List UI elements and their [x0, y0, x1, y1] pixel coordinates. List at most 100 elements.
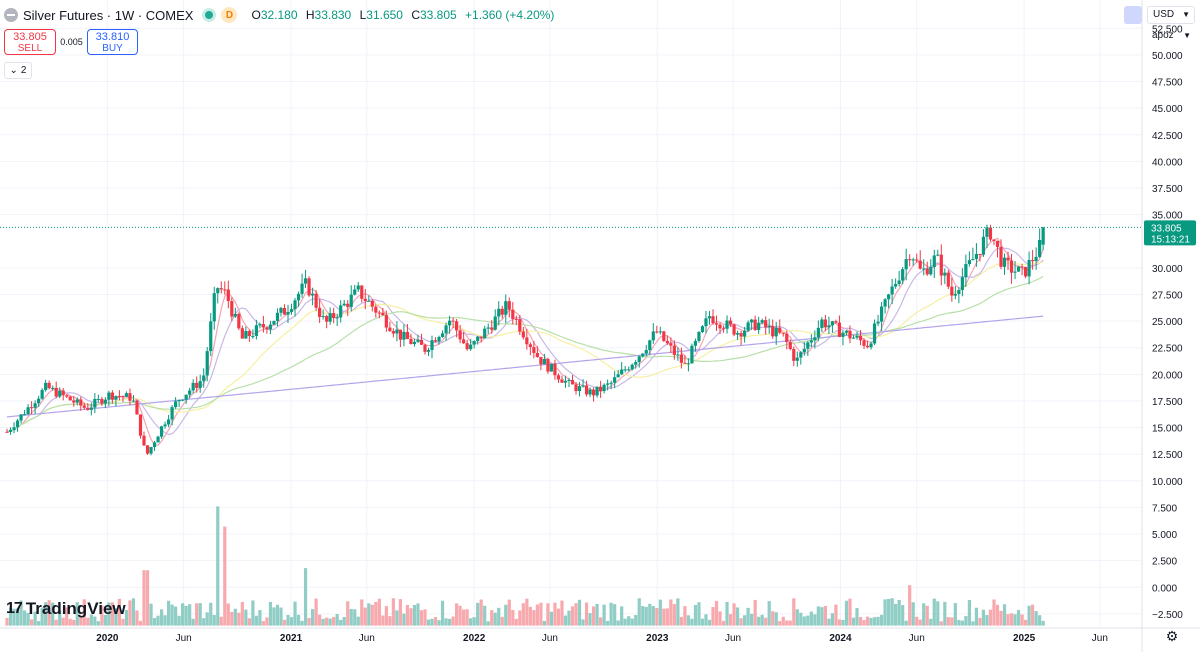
- volume-bar: [166, 600, 171, 626]
- candle-body: [275, 312, 280, 321]
- candle-body: [419, 339, 424, 345]
- candle-body: [627, 369, 631, 371]
- volume-bar: [107, 602, 111, 626]
- candle-body: [957, 290, 961, 294]
- candle-body: [339, 305, 343, 318]
- volume-bar: [289, 617, 294, 626]
- candle-body: [149, 447, 153, 454]
- volume-bar: [152, 617, 157, 626]
- candle-body: [15, 420, 20, 428]
- candle-body: [465, 343, 469, 350]
- candle-body: [820, 319, 824, 328]
- candle-body: [728, 320, 733, 325]
- candle-body: [30, 407, 34, 409]
- candle-body: [451, 320, 455, 322]
- price-tick-label: 0.000: [1152, 583, 1177, 594]
- volume-bar: [86, 617, 90, 626]
- indicator-legend-toggle[interactable]: ⌄ 2: [4, 62, 32, 79]
- delayed-data-badge[interactable]: D: [221, 7, 238, 23]
- volume-bar: [145, 570, 150, 626]
- candle-body: [620, 369, 624, 375]
- candle-body: [318, 307, 322, 317]
- volume-bar: [739, 618, 743, 626]
- candle-body: [47, 382, 51, 389]
- volume-bar: [483, 605, 487, 626]
- price-tick-label: 35.000: [1152, 211, 1183, 222]
- candle-body: [848, 330, 852, 339]
- volume-bar: [1020, 614, 1024, 626]
- candle-body: [33, 403, 37, 408]
- candle-body: [469, 344, 473, 350]
- candle-body: [433, 340, 438, 342]
- candle-body: [721, 328, 726, 330]
- candle-body: [384, 315, 388, 328]
- candle-body: [535, 352, 539, 358]
- candle-body: [356, 285, 360, 290]
- price-tick-label: 25.000: [1152, 317, 1183, 328]
- candle-body: [623, 369, 627, 371]
- currency-select[interactable]: USD ▼: [1147, 6, 1195, 24]
- candle-body: [978, 253, 982, 255]
- volume-bar: [163, 615, 167, 626]
- volume-bar: [683, 606, 687, 626]
- candle-body: [310, 293, 315, 296]
- time-tick-label: Jun: [359, 633, 375, 644]
- volume-bar: [240, 601, 244, 626]
- volume-bar: [950, 617, 954, 626]
- volume-bar: [135, 610, 139, 626]
- candle-body: [981, 236, 986, 255]
- symbol-title[interactable]: Silver Futures · 1W · COMEX: [23, 7, 194, 23]
- time-tick-label: Jun: [1092, 633, 1108, 644]
- candle-body: [398, 329, 403, 340]
- candle-body: [54, 387, 58, 397]
- sell-button[interactable]: 33.805 SELL: [4, 29, 56, 55]
- candle-body: [321, 316, 325, 318]
- volume-bar: [412, 604, 417, 626]
- volume-bar: [778, 621, 782, 626]
- candle-body: [588, 389, 592, 395]
- candle-body: [739, 333, 743, 337]
- candle-body: [750, 319, 754, 323]
- gear-icon[interactable]: ⚙: [1165, 628, 1179, 644]
- auto-scale-button[interactable]: [1124, 6, 1142, 24]
- volume-bar: [946, 617, 950, 626]
- candle-body: [964, 264, 968, 278]
- volume-bar: [61, 617, 65, 626]
- volume-bar: [265, 617, 269, 626]
- volume-bar: [669, 599, 673, 626]
- candle-body: [546, 359, 550, 372]
- candle-body: [890, 286, 894, 295]
- candle-body: [514, 318, 518, 320]
- open-value: 32.180: [260, 8, 298, 22]
- candle-body: [908, 259, 912, 261]
- candle-body: [82, 405, 86, 408]
- candle-body: [995, 240, 1000, 247]
- candle-body: [240, 328, 244, 339]
- volume-bar: [785, 620, 789, 626]
- unit-select[interactable]: apoz ▼: [1147, 28, 1195, 43]
- volume-bar: [743, 615, 747, 626]
- volume-bar: [423, 609, 427, 626]
- volume-bar: [402, 613, 406, 626]
- buy-button[interactable]: 33.810 BUY: [87, 29, 138, 55]
- tradingview-logo[interactable]: 17 TradingView: [6, 598, 126, 620]
- candle-body: [549, 363, 554, 372]
- volume-bar: [511, 610, 515, 626]
- candle-body: [616, 374, 620, 378]
- candle-body: [904, 259, 908, 270]
- time-tick-label: Jun: [176, 633, 192, 644]
- candle-body: [764, 320, 768, 328]
- volume-bar: [1038, 615, 1042, 626]
- volume-bar: [497, 607, 501, 626]
- candle-body: [5, 431, 9, 433]
- volume-bar: [788, 620, 792, 626]
- volume-bar: [93, 616, 97, 626]
- candle-body: [490, 327, 494, 330]
- volume-bar: [377, 598, 381, 626]
- volume-bar: [353, 609, 357, 626]
- volume-bar: [26, 612, 30, 626]
- candle-body: [613, 377, 617, 383]
- candle-body: [602, 384, 606, 392]
- low-key: L: [359, 8, 367, 22]
